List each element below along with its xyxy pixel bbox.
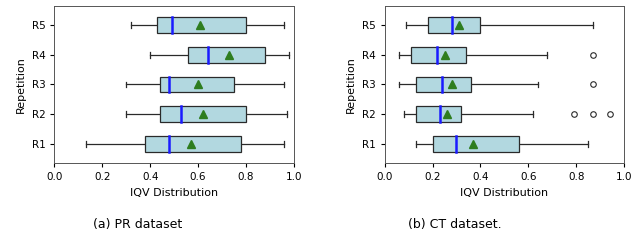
Text: (a) PR dataset: (a) PR dataset [93, 218, 182, 231]
FancyBboxPatch shape [160, 106, 246, 122]
X-axis label: IQV Distribution: IQV Distribution [460, 188, 548, 198]
FancyBboxPatch shape [160, 77, 234, 92]
FancyBboxPatch shape [411, 47, 466, 62]
Y-axis label: Repetition: Repetition [346, 56, 356, 113]
FancyBboxPatch shape [428, 17, 481, 33]
FancyBboxPatch shape [188, 47, 265, 62]
FancyBboxPatch shape [157, 17, 246, 33]
FancyBboxPatch shape [145, 136, 241, 151]
Y-axis label: Repetition: Repetition [16, 56, 26, 113]
Text: (b) CT dataset.: (b) CT dataset. [408, 218, 501, 231]
X-axis label: IQV Distribution: IQV Distribution [130, 188, 218, 198]
FancyBboxPatch shape [433, 136, 518, 151]
FancyBboxPatch shape [416, 77, 471, 92]
FancyBboxPatch shape [416, 106, 461, 122]
